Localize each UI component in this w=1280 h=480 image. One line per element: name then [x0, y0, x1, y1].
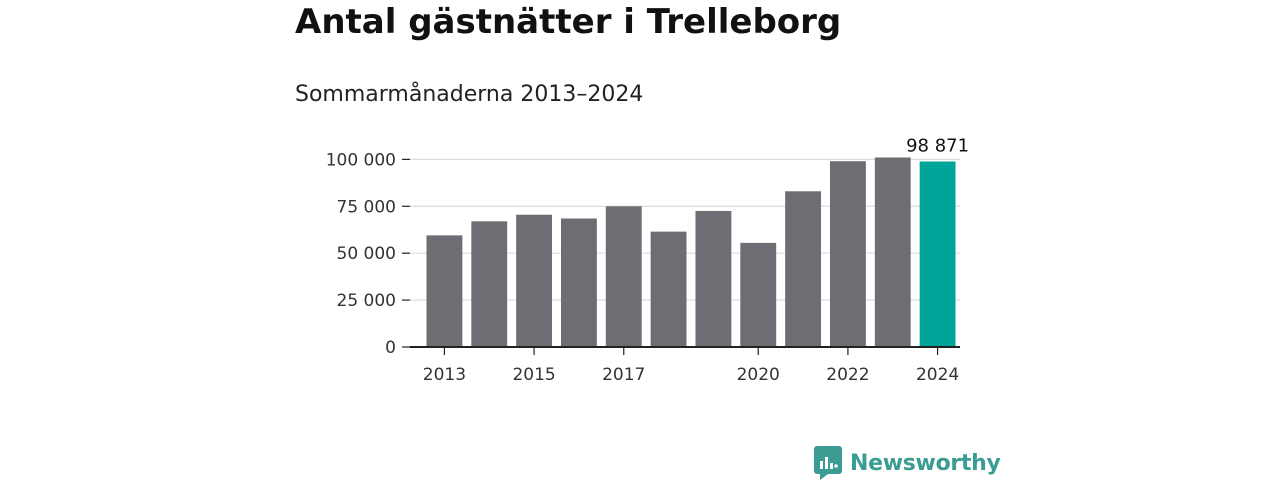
x-tick-label: 2022: [826, 365, 869, 385]
y-tick-label: 50 000: [337, 244, 396, 264]
bar-2019: [695, 210, 732, 347]
bar-2016: [560, 218, 597, 347]
y-tick: 50 000: [337, 244, 410, 264]
data-labels: 98 871: [906, 135, 969, 156]
x-tick-label: 2015: [512, 365, 555, 385]
bar-2021: [785, 191, 822, 347]
x-tick-label: 2013: [423, 365, 466, 385]
x-tick: 2017: [602, 347, 645, 385]
newsworthy-logo: Newsworthy: [814, 446, 1001, 480]
x-tick-label: 2020: [737, 365, 780, 385]
bar-2020: [740, 242, 777, 347]
bar-2017: [605, 206, 642, 347]
bar-2024: [919, 161, 956, 347]
x-tick: 2020: [737, 347, 780, 385]
bar-2014: [471, 221, 508, 347]
bar-2023: [874, 157, 911, 347]
x-tick: 2015: [512, 347, 556, 385]
data-label: 98 871: [906, 135, 969, 156]
bar-2018: [650, 231, 687, 347]
x-tick-label: 2017: [602, 365, 645, 385]
y-tick: 0: [385, 338, 410, 358]
chart-title: Antal gästnätter i Trelleborg: [295, 2, 842, 42]
bar-2015: [516, 214, 553, 347]
brand-name: Newsworthy: [850, 450, 1001, 476]
y-tick-label: 25 000: [337, 291, 396, 311]
y-tick-label: 0: [385, 338, 396, 358]
chart-subtitle: Sommarmånaderna 2013–2024: [295, 82, 644, 107]
x-axis: 2013 2015 2017 2020 2022 2024: [410, 346, 960, 385]
y-tick-label: 75 000: [337, 197, 396, 217]
x-tick: 2022: [826, 347, 870, 385]
y-tick: 25 000: [337, 291, 410, 311]
y-tick-label: 100 000: [326, 150, 396, 170]
y-axis: 0 25 000 50 000 75 000 100 000: [326, 150, 410, 358]
x-tick: 2013: [423, 347, 466, 385]
bars: [426, 157, 956, 347]
y-tick: 75 000: [337, 197, 410, 217]
x-tick-label: 2024: [916, 365, 959, 385]
newsworthy-logo-icon: [814, 446, 842, 480]
bar-2022: [829, 161, 866, 347]
x-tick: 2024: [916, 347, 959, 385]
bar-2013: [426, 235, 463, 347]
y-tick: 100 000: [326, 150, 410, 170]
